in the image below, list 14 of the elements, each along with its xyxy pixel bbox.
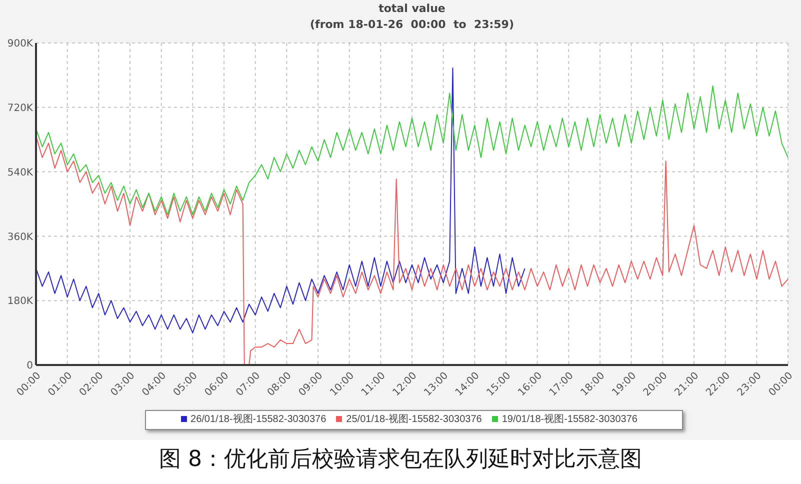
- y-tick-label: 540K: [7, 167, 34, 178]
- y-tick-label: 900K: [7, 38, 34, 50]
- y-tick-label: 180K: [7, 296, 34, 308]
- legend-label: 25/01/18-视图-15582-3030376: [346, 414, 482, 425]
- y-tick-label: 720K: [7, 102, 34, 114]
- legend-label: 26/01/18-视图-15582-3030376: [190, 414, 326, 425]
- chart-subtitle: (from 18-01-26 00:00 to 23:59): [309, 18, 515, 31]
- y-tick-label: 360K: [7, 232, 34, 243]
- caption: 图 8：优化前后校验请求包在队列延时对比示意图: [158, 446, 643, 474]
- legend-label: 19/01/18-视图-15582-3030376: [502, 414, 638, 425]
- line-series: [36, 68, 526, 334]
- y-tick-label: 0: [26, 360, 33, 372]
- chart-title: total value: [378, 2, 446, 15]
- line-series: [36, 85, 788, 216]
